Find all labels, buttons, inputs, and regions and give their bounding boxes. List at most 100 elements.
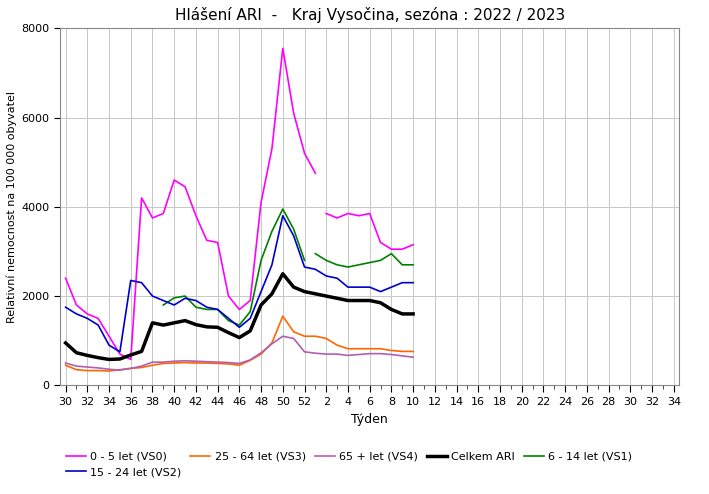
15 - 24 let (VS2) [105, 342, 113, 348]
0 - 5 let (VS0) [246, 297, 255, 303]
65 + let (VS4) [181, 358, 189, 364]
65 + let (VS4) [365, 351, 374, 357]
65 + let (VS4) [72, 363, 81, 369]
Celkem ARI [409, 311, 418, 317]
Celkem ARI [333, 295, 341, 301]
15 - 24 let (VS2) [279, 213, 287, 219]
0 - 5 let (VS0) [83, 311, 91, 317]
Celkem ARI [387, 306, 396, 312]
6 - 14 let (VS1) [268, 228, 277, 234]
0 - 5 let (VS0) [268, 146, 277, 152]
6 - 14 let (VS1) [300, 257, 308, 263]
Celkem ARI [126, 352, 135, 358]
15 - 24 let (VS2) [83, 315, 91, 321]
15 - 24 let (VS2) [289, 233, 298, 239]
0 - 5 let (VS0) [126, 357, 135, 363]
65 + let (VS4) [300, 349, 308, 355]
65 + let (VS4) [398, 353, 406, 359]
0 - 5 let (VS0) [235, 306, 244, 312]
0 - 5 let (VS0) [289, 110, 298, 116]
65 + let (VS4) [126, 366, 135, 371]
15 - 24 let (VS2) [354, 284, 363, 290]
15 - 24 let (VS2) [191, 297, 200, 303]
Celkem ARI [300, 288, 308, 294]
6 - 14 let (VS1) [159, 302, 167, 308]
6 - 14 let (VS1) [170, 295, 179, 301]
Celkem ARI [83, 352, 91, 358]
Celkem ARI [159, 322, 167, 328]
15 - 24 let (VS2) [224, 315, 233, 321]
65 + let (VS4) [213, 359, 222, 365]
65 + let (VS4) [62, 360, 70, 366]
0 - 5 let (VS0) [170, 177, 179, 183]
Legend: 0 - 5 let (VS0), 15 - 24 let (VS2), 25 - 64 let (VS3), 65 + let (VS4), Celkem AR: 0 - 5 let (VS0), 15 - 24 let (VS2), 25 -… [66, 452, 632, 477]
Line: 65 + let (VS4): 65 + let (VS4) [66, 336, 413, 370]
Y-axis label: Relativní nemocnost na 100 000 obyvatel: Relativní nemocnost na 100 000 obyvatel [7, 91, 18, 323]
65 + let (VS4) [191, 358, 200, 364]
0 - 5 let (VS0) [94, 315, 102, 321]
Line: 15 - 24 let (VS2): 15 - 24 let (VS2) [66, 216, 413, 352]
Celkem ARI [376, 300, 385, 306]
X-axis label: Týden: Týden [351, 412, 388, 426]
15 - 24 let (VS2) [322, 273, 330, 279]
6 - 14 let (VS1) [191, 304, 200, 310]
Celkem ARI [170, 320, 179, 326]
Celkem ARI [398, 311, 406, 317]
6 - 14 let (VS1) [246, 309, 255, 315]
15 - 24 let (VS2) [398, 280, 406, 286]
6 - 14 let (VS1) [203, 306, 211, 312]
25 - 64 let (VS3) [398, 348, 406, 354]
0 - 5 let (VS0) [203, 237, 211, 243]
25 - 64 let (VS3) [116, 367, 124, 372]
Celkem ARI [235, 334, 244, 340]
65 + let (VS4) [83, 364, 91, 370]
25 - 64 let (VS3) [203, 360, 211, 366]
0 - 5 let (VS0) [159, 210, 167, 216]
15 - 24 let (VS2) [72, 311, 81, 317]
Celkem ARI [257, 302, 265, 308]
Celkem ARI [181, 318, 189, 324]
65 + let (VS4) [344, 352, 352, 358]
15 - 24 let (VS2) [148, 293, 157, 299]
25 - 64 let (VS3) [322, 335, 330, 341]
65 + let (VS4) [376, 351, 385, 357]
0 - 5 let (VS0) [279, 45, 287, 51]
0 - 5 let (VS0) [257, 200, 265, 206]
25 - 64 let (VS3) [311, 333, 320, 339]
65 + let (VS4) [203, 359, 211, 365]
15 - 24 let (VS2) [159, 297, 167, 303]
25 - 64 let (VS3) [170, 360, 179, 366]
25 - 64 let (VS3) [62, 362, 70, 368]
15 - 24 let (VS2) [181, 295, 189, 301]
65 + let (VS4) [257, 350, 265, 356]
6 - 14 let (VS1) [279, 206, 287, 212]
25 - 64 let (VS3) [279, 313, 287, 319]
25 - 64 let (VS3) [72, 367, 81, 372]
15 - 24 let (VS2) [257, 288, 265, 294]
15 - 24 let (VS2) [376, 288, 385, 294]
0 - 5 let (VS0) [181, 184, 189, 190]
15 - 24 let (VS2) [126, 278, 135, 284]
15 - 24 let (VS2) [311, 266, 320, 272]
6 - 14 let (VS1) [257, 257, 265, 263]
65 + let (VS4) [333, 351, 341, 357]
15 - 24 let (VS2) [344, 284, 352, 290]
25 - 64 let (VS3) [409, 348, 418, 354]
Celkem ARI [213, 325, 222, 330]
25 - 64 let (VS3) [289, 329, 298, 335]
6 - 14 let (VS1) [289, 226, 298, 232]
0 - 5 let (VS0) [213, 240, 222, 246]
Line: 25 - 64 let (VS3): 25 - 64 let (VS3) [66, 316, 413, 371]
Celkem ARI [191, 322, 200, 328]
65 + let (VS4) [116, 367, 124, 373]
25 - 64 let (VS3) [213, 361, 222, 367]
15 - 24 let (VS2) [138, 280, 146, 286]
15 - 24 let (VS2) [235, 325, 244, 330]
Celkem ARI [365, 297, 374, 303]
65 + let (VS4) [170, 358, 179, 364]
15 - 24 let (VS2) [387, 284, 396, 290]
Celkem ARI [148, 320, 157, 326]
0 - 5 let (VS0) [116, 351, 124, 357]
25 - 64 let (VS3) [224, 361, 233, 367]
15 - 24 let (VS2) [170, 302, 179, 308]
